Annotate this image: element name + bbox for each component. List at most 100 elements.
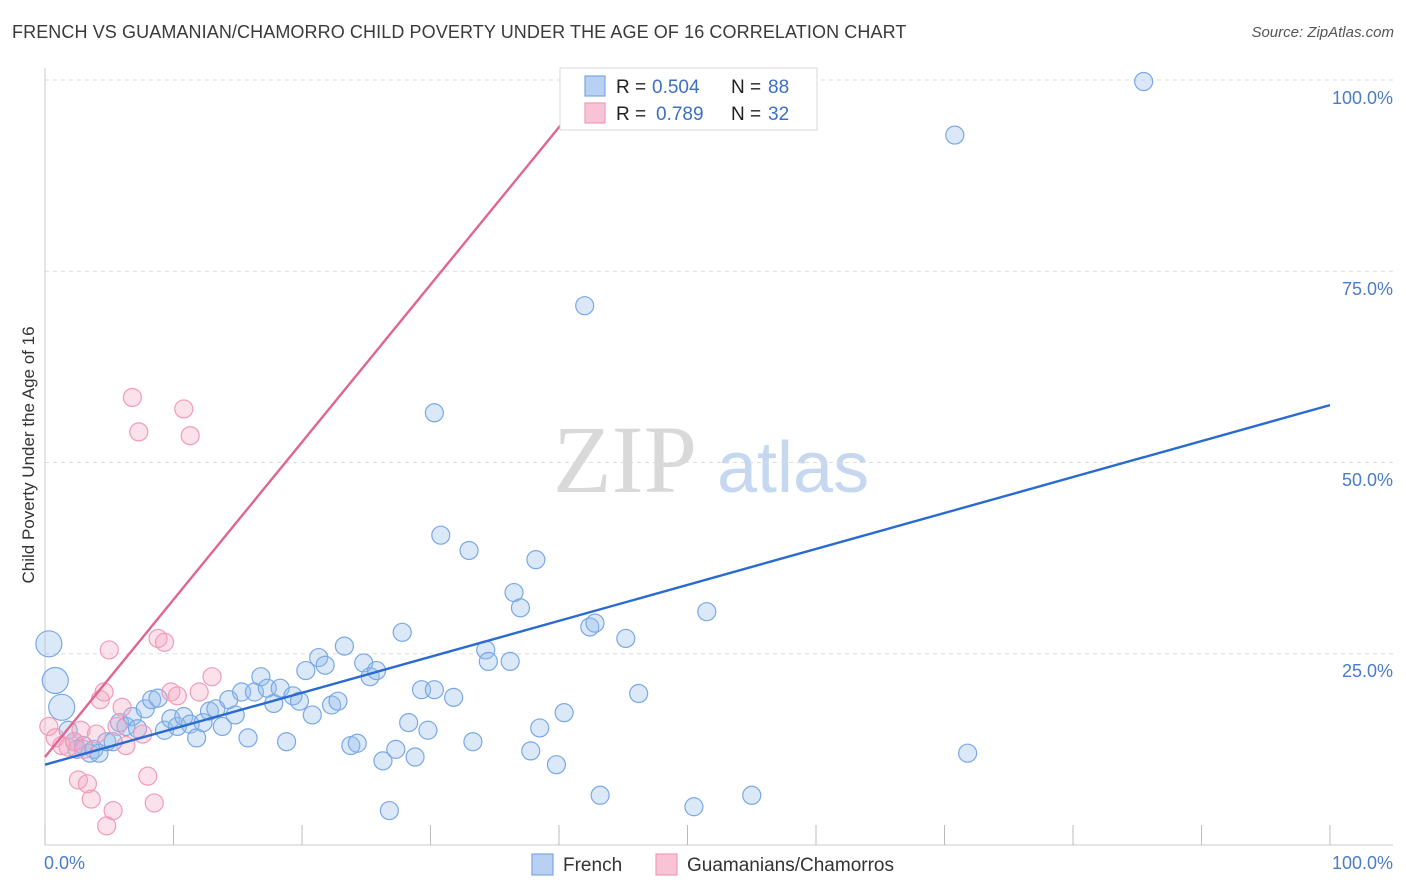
chart-source: Source: ZipAtlas.com xyxy=(1251,24,1394,41)
y-tick-label-50: 50.0% xyxy=(1342,470,1393,490)
legend-n-label-guamanian: N = xyxy=(731,104,761,125)
series-legend: French Guamanians/Chamorros xyxy=(531,853,894,876)
french-point-88 xyxy=(1134,71,1154,92)
french-point-55 xyxy=(386,739,406,759)
guamanian-point-28 xyxy=(174,399,194,419)
french-point-83 xyxy=(684,797,704,817)
watermark-atlas: atlas xyxy=(717,428,869,508)
legend-swatch-french xyxy=(584,75,606,97)
guamanian-point-3 xyxy=(58,737,78,757)
guamanian-point-6 xyxy=(71,720,91,740)
guamanian-point-15 xyxy=(103,800,123,821)
french-point-40 xyxy=(289,691,310,711)
french-point-53 xyxy=(373,751,393,771)
x-tick-label-max: 100.0% xyxy=(1332,853,1393,873)
legend-r-value-guamanian: 0.789 xyxy=(656,104,704,125)
guamanian-point-9 xyxy=(81,789,101,809)
french-point-81 xyxy=(616,628,636,649)
axes xyxy=(44,68,1393,846)
bottom-legend-swatch-french xyxy=(531,853,554,876)
french-point-77 xyxy=(575,296,595,316)
french-point-66 xyxy=(463,732,483,752)
french-point-42 xyxy=(302,705,322,725)
guamanian-point-19 xyxy=(122,387,142,408)
legend-n-value-guamanian: 32 xyxy=(768,104,789,125)
guamanian-point-17 xyxy=(112,697,132,717)
french-point-87 xyxy=(958,743,978,763)
legend-r-label-french: R = xyxy=(616,77,646,98)
french-point-41 xyxy=(296,660,316,681)
legend-r-value-french: 0.504 xyxy=(652,77,700,98)
french-point-85 xyxy=(742,785,762,805)
guamanian-trend-line xyxy=(44,79,599,758)
french-point-73 xyxy=(526,550,546,570)
french-point-65 xyxy=(459,540,479,561)
watermark-zip: ZIP xyxy=(553,406,697,513)
french-point-80 xyxy=(590,785,610,805)
guamanian-point-21 xyxy=(133,724,153,744)
french-point-49 xyxy=(347,733,367,753)
legend-n-label-french: N = xyxy=(731,77,761,98)
y-axis-title: Child Poverty Under the Age of 16 xyxy=(19,326,38,583)
x-tick-label-min: 0.0% xyxy=(44,853,85,873)
guamanian-point-10 xyxy=(86,724,107,744)
french-point-38 xyxy=(276,732,297,752)
french-point-54 xyxy=(379,800,399,821)
french-point-82 xyxy=(629,683,649,704)
guamanian-point-30 xyxy=(189,682,209,702)
legend-swatch-guamanian xyxy=(584,102,606,124)
french-point-2 xyxy=(48,693,76,721)
french-point-75 xyxy=(546,755,567,775)
guamanian-point-23 xyxy=(144,793,164,813)
french-point-17 xyxy=(142,690,162,710)
french-point-64 xyxy=(444,687,464,707)
french-point-61 xyxy=(424,680,444,700)
guamanian-point-31 xyxy=(202,667,222,687)
legend-r-label-guamanian: R = xyxy=(616,104,646,125)
french-point-1 xyxy=(41,666,69,695)
french-point-79 xyxy=(585,613,605,633)
french-point-32 xyxy=(238,728,258,748)
french-point-34 xyxy=(251,667,271,687)
french-point-43 xyxy=(309,647,329,668)
french-point-28 xyxy=(212,716,232,737)
legend-n-value-french: 88 xyxy=(768,77,789,98)
y-tick-label-75: 75.0% xyxy=(1342,279,1393,299)
guamanian-point-16 xyxy=(107,716,127,737)
french-point-78 xyxy=(580,617,600,637)
french-point-0 xyxy=(35,630,63,658)
trend-lines xyxy=(44,79,1331,766)
french-point-72 xyxy=(521,741,541,761)
french-point-58 xyxy=(405,747,425,767)
french-point-71 xyxy=(510,598,531,618)
french-point-57 xyxy=(399,712,419,733)
guamanian-point-27 xyxy=(167,686,187,706)
guamanian-point-25 xyxy=(154,632,175,652)
french-point-69 xyxy=(500,651,520,672)
chart-title: FRENCH VS GUAMANIAN/CHAMORRO CHILD POVER… xyxy=(12,22,907,42)
guamanian-point-14 xyxy=(99,640,119,660)
french-point-84 xyxy=(697,602,717,622)
french-point-74 xyxy=(530,718,550,738)
guamanian-point-8 xyxy=(77,774,98,794)
french-point-86 xyxy=(945,125,965,145)
guamanian-point-22 xyxy=(138,766,158,786)
correlation-legend: R = 0.504 N = 88 R = 0.789 N = 32 xyxy=(559,67,818,131)
guamanian-point-29 xyxy=(180,426,200,446)
y-tick-label-25: 25.0% xyxy=(1342,661,1393,681)
french-point-47 xyxy=(334,636,355,656)
french-point-62 xyxy=(424,403,444,423)
french-point-68 xyxy=(478,651,498,672)
grid xyxy=(45,79,1393,655)
bottom-legend-label-french: French xyxy=(563,855,622,876)
y-tick-label-100: 100.0% xyxy=(1332,88,1393,108)
bottom-legend-label-guamanian: Guamanians/Chamorros xyxy=(687,855,894,876)
bottom-legend-swatch-guamanian xyxy=(655,853,678,876)
french-point-63 xyxy=(431,525,451,545)
french-points xyxy=(35,71,1154,821)
guamanian-point-20 xyxy=(129,422,149,442)
french-point-44 xyxy=(315,655,335,675)
french-trend-line xyxy=(44,403,1331,766)
french-point-60 xyxy=(418,720,438,740)
